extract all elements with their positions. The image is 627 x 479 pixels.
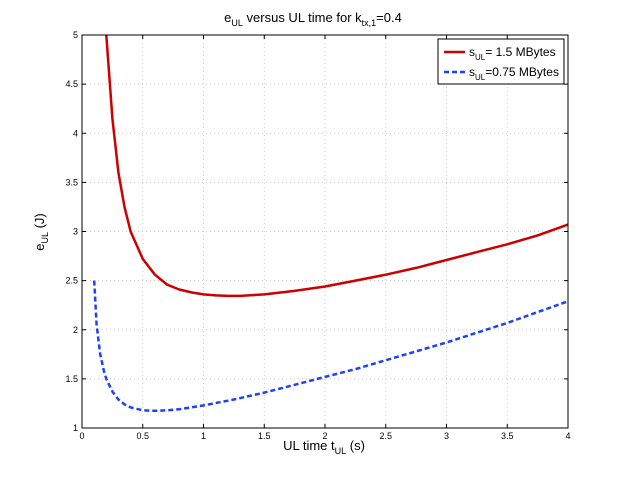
y-tick-label: 4	[73, 128, 78, 138]
title-main-sub: UL	[231, 18, 243, 28]
legend-label-series-2: sUL=0.75 MBytes	[469, 65, 559, 82]
xlabel-tail: (s)	[346, 438, 365, 453]
y-tick-label: 4.5	[65, 79, 78, 89]
y-axis-label: eUL (J)	[32, 213, 50, 251]
legend-2-sub: UL	[475, 73, 486, 82]
y-tick-label: 1.5	[65, 374, 78, 384]
x-tick-label: 0	[79, 431, 84, 441]
legend-2-main: s	[469, 65, 475, 79]
y-tick-label: 2	[73, 325, 78, 335]
legend-label-series-1: sUL= 1.5 MBytes	[469, 45, 556, 62]
legend: sUL= 1.5 MBytes sUL=0.75 MBytes	[437, 38, 565, 85]
x-tick-label: 0.5	[136, 431, 149, 441]
title-mid: versus UL time for k	[243, 10, 362, 25]
series-line-2	[92, 280, 569, 413]
series-lines	[92, 34, 569, 413]
x-tick-label: 2.5	[379, 431, 392, 441]
y-tick-label: 3	[73, 227, 78, 237]
x-tick-label: 1	[201, 431, 206, 441]
ylabel-sub: UL	[40, 232, 50, 244]
x-tick-label: 2	[322, 431, 327, 441]
y-tick-label: 2.5	[65, 276, 78, 286]
y-tick-label: 3.5	[65, 177, 78, 187]
grid	[82, 35, 568, 428]
xlabel-sub: UL	[335, 446, 347, 456]
y-tick-label: 1	[73, 423, 78, 433]
title-tail: =0.4	[376, 10, 402, 25]
legend-1-tail: = 1.5 MBytes	[485, 45, 555, 59]
legend-1-sub: UL	[475, 53, 486, 62]
legend-2-tail: =0.75 MBytes	[485, 65, 559, 79]
title-main: e	[224, 10, 231, 25]
legend-box	[437, 38, 565, 85]
ylabel-tail: (J)	[32, 213, 47, 232]
x-tick-label: 1.5	[258, 431, 271, 441]
xlabel-main: UL time t	[283, 438, 335, 453]
ticks: 0 0.5 1 1.5 2 2.5 3 3.5 4 1 1.5 2 2.5 3 3.5 4 4.5 5	[65, 30, 570, 441]
plot-frame	[81, 34, 569, 429]
x-tick-label: 3	[444, 431, 449, 441]
series-line-1	[105, 34, 569, 298]
y-tick-label: 5	[73, 30, 78, 40]
x-tick-label: 3.5	[501, 431, 514, 441]
title-mid-sub: tx,1	[362, 18, 377, 28]
legend-1-main: s	[469, 45, 475, 59]
ylabel-main: e	[32, 244, 47, 251]
x-axis-label: UL time tUL (s)	[283, 438, 365, 456]
chart-title: eUL versus UL time for ktx,1=0.4	[224, 10, 402, 28]
x-tick-label: 4	[565, 431, 570, 441]
